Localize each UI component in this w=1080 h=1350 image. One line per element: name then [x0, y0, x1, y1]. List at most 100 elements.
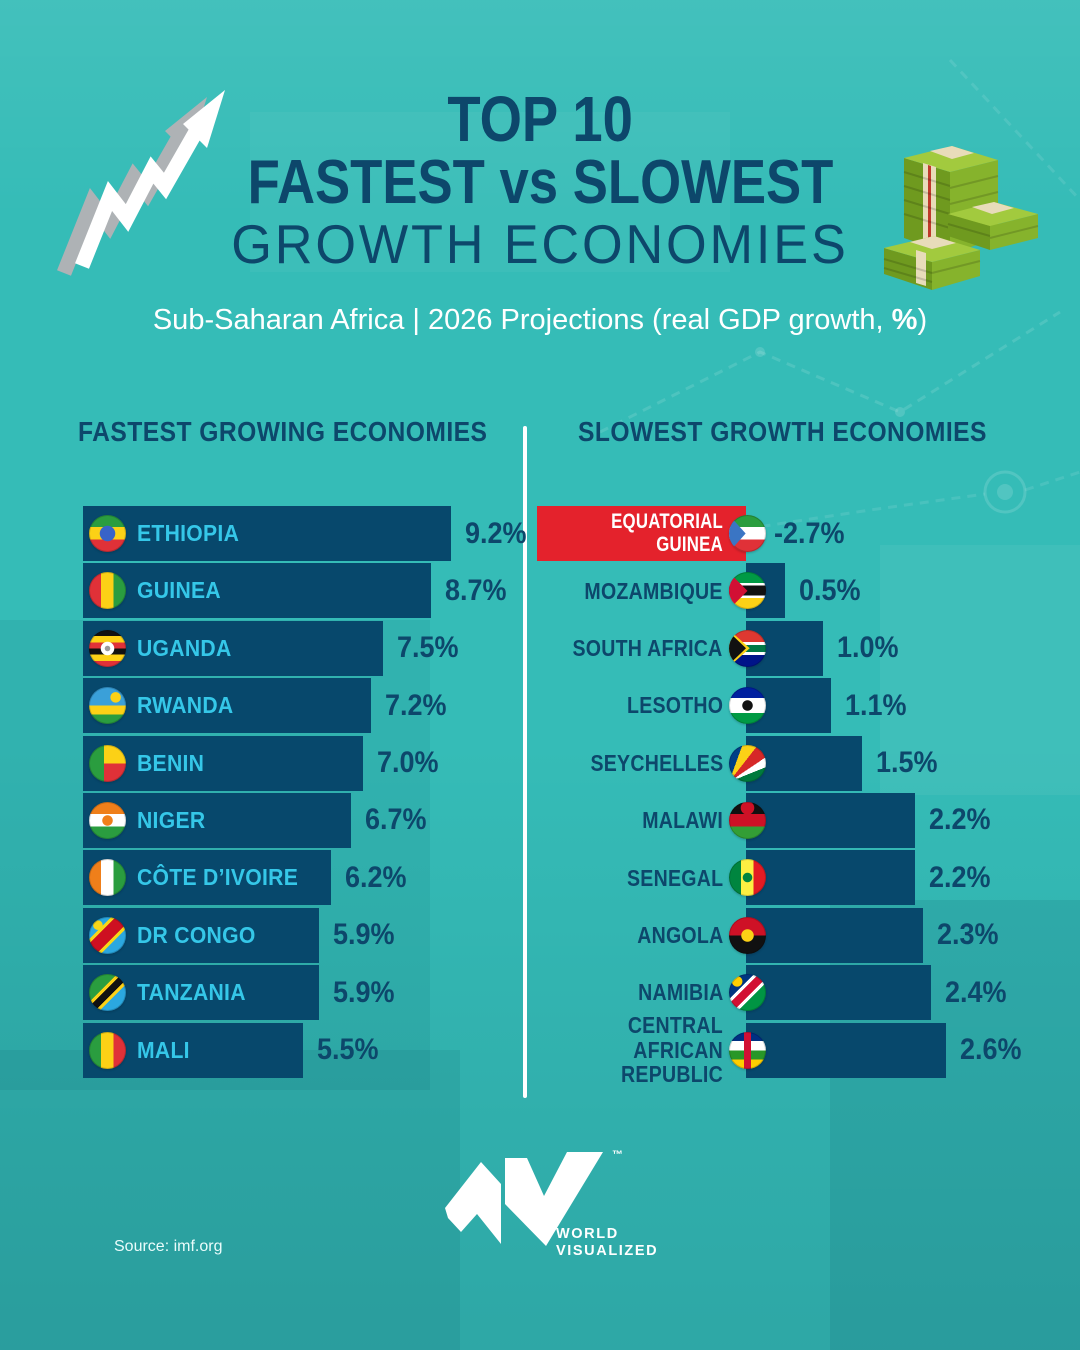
flag-uganda-icon [89, 629, 126, 667]
country-label: MALAWI [537, 793, 723, 848]
slowest-row: SEYCHELLES 1.5% [537, 735, 1080, 791]
fastest-bar: TANZANIA [83, 965, 319, 1021]
flag-car-icon [729, 1031, 766, 1069]
bar-value-text: 1.1% [844, 688, 907, 722]
slowest-bar-chart: EQUATORIAL GUINEA -2.7% MOZAMBIQUE 0.5% SOUT… [537, 506, 1080, 1086]
title-line-1: TOP 10 [447, 83, 633, 155]
bar-value-text: 1.0% [837, 631, 899, 665]
fastest-row: BENIN 7.0% [83, 735, 623, 791]
fastest-bar-chart: ETHIOPIA 9.2% GUINEA 8.7% UGANDA 7.5% RWANDA 7.… [83, 506, 623, 1078]
flag-mozambique-icon [729, 572, 766, 610]
flag-rwanda-icon [89, 687, 126, 725]
flag-lesotho-icon [729, 687, 766, 725]
bar-value-text: 0.5% [798, 573, 861, 607]
flag-tanzania-icon [89, 974, 126, 1012]
country-label: LESOTHO [537, 678, 723, 733]
slowest-row: LESOTHO 1.1% [537, 678, 1080, 734]
flag-namibia-icon [729, 974, 766, 1012]
country-label-text: ANGOLA [636, 922, 723, 949]
bar-value: 5.5% [317, 1033, 379, 1067]
country-label: ANGOLA [537, 908, 723, 963]
slowest-row: SENEGAL 2.2% [537, 850, 1080, 906]
world-visualized-logo-icon [445, 1152, 603, 1246]
country-label-text: SOUTH AFRICA [572, 635, 723, 662]
country-label: CENTRAL AFRICAN REPUBLIC [537, 1013, 723, 1086]
flag-guinea-icon [89, 572, 126, 610]
bar-value-text: 2.3% [937, 918, 999, 952]
column-divider [523, 426, 527, 1098]
fastest-row: RWANDA 7.2% [83, 678, 623, 734]
slowest-row: MOZAMBIQUE 0.5% [537, 563, 1080, 619]
bar-value: 9.2% [465, 516, 527, 550]
bar-value: 5.9% [333, 918, 395, 952]
country-label: MOZAMBIQUE [537, 563, 723, 618]
country-label: SEYCHELLES [537, 736, 723, 791]
country-label-text: SENEGAL [626, 864, 723, 891]
fastest-row: TANZANIA 5.9% [83, 965, 623, 1021]
country-label-text: SEYCHELLES [590, 749, 723, 776]
country-label-text: EQUATORIAL GUINEA [611, 510, 723, 556]
bar-value: 2.4% [945, 965, 1013, 1020]
country-label: EQUATORIAL GUINEA [537, 506, 723, 561]
country-label: UGANDA [137, 634, 232, 661]
fastest-bar: ETHIOPIA [83, 506, 451, 561]
fastest-bar: BENIN [83, 735, 363, 791]
slowest-row: MALAWI 2.2% [537, 792, 1080, 848]
flag-drcongo-icon [89, 916, 126, 954]
fastest-bar: NIGER [83, 792, 351, 848]
bar-value-text: -2.7% [774, 516, 845, 550]
fastest-bar: UGANDA [83, 620, 383, 676]
source-credit: Source: imf.org [114, 1238, 223, 1255]
slowest-bar [746, 965, 931, 1021]
bar-value: 6.7% [365, 803, 427, 837]
background-texture-patch [0, 1050, 460, 1350]
fastest-bar: MALI [83, 1022, 303, 1078]
slowest-bar [746, 792, 916, 848]
flag-ethiopia-icon [89, 515, 126, 552]
bar-value: 5.9% [333, 975, 395, 1009]
bar-value: 2.2% [929, 850, 997, 905]
country-label: MALI [137, 1036, 190, 1063]
slowest-bar [746, 850, 916, 906]
bar-value: 7.5% [397, 631, 459, 665]
slowest-row: NAMIBIA 2.4% [537, 965, 1080, 1021]
bar-value: 6.2% [345, 860, 407, 894]
highlight-negative-bar [537, 506, 746, 561]
country-label: SOUTH AFRICA [537, 621, 723, 676]
trademark-symbol: ™ [612, 1149, 623, 1161]
fastest-row: UGANDA 7.5% [83, 620, 623, 676]
country-label-text: MALAWI [642, 807, 723, 834]
title-line-2: FASTEST vs SLOWEST [247, 148, 833, 217]
fastest-bar: GUINEA [83, 563, 431, 619]
country-label: NAMIBIA [537, 965, 723, 1020]
flag-benin-icon [89, 744, 126, 782]
fastest-row: NIGER 6.7% [83, 792, 623, 848]
brand-wordmark: WORLD VISUALIZED [556, 1226, 658, 1260]
bar-value-text: 1.5% [875, 746, 938, 780]
bar-value: 1.0% [837, 621, 905, 676]
flag-malawi-icon [729, 801, 766, 839]
bar-value: 2.2% [929, 793, 997, 848]
country-label: SENEGAL [537, 850, 723, 905]
fastest-bar: DR CONGO [83, 907, 319, 963]
bar-value: 2.6% [960, 1023, 1028, 1078]
flag-angola-icon [729, 916, 766, 954]
fastest-bar: CÔTE D’IVOIRE [83, 850, 331, 906]
slowest-bar [746, 1022, 947, 1078]
slowest-row: ANGOLA 2.3% [537, 907, 1080, 963]
fastest-column-header: FASTEST GROWING ECONOMIES [78, 416, 488, 447]
country-label: GUINEA [137, 577, 221, 604]
flag-southafrica-icon [729, 629, 766, 667]
country-label: TANZANIA [137, 979, 246, 1006]
country-label: NIGER [137, 806, 206, 833]
brand-line-1: WORLD [556, 1226, 619, 1242]
growth-arrow-icon [57, 90, 225, 276]
country-label-text: MOZAMBIQUE [584, 577, 723, 604]
fastest-row: ETHIOPIA 9.2% [83, 506, 623, 561]
bar-value: 1.1% [845, 678, 913, 733]
country-label: ETHIOPIA [137, 520, 240, 546]
title-line-3: GROWTH ECONOMIES [231, 213, 849, 275]
bar-value: -2.7% [774, 506, 852, 561]
brand-line-2: VISUALIZED [556, 1243, 659, 1260]
